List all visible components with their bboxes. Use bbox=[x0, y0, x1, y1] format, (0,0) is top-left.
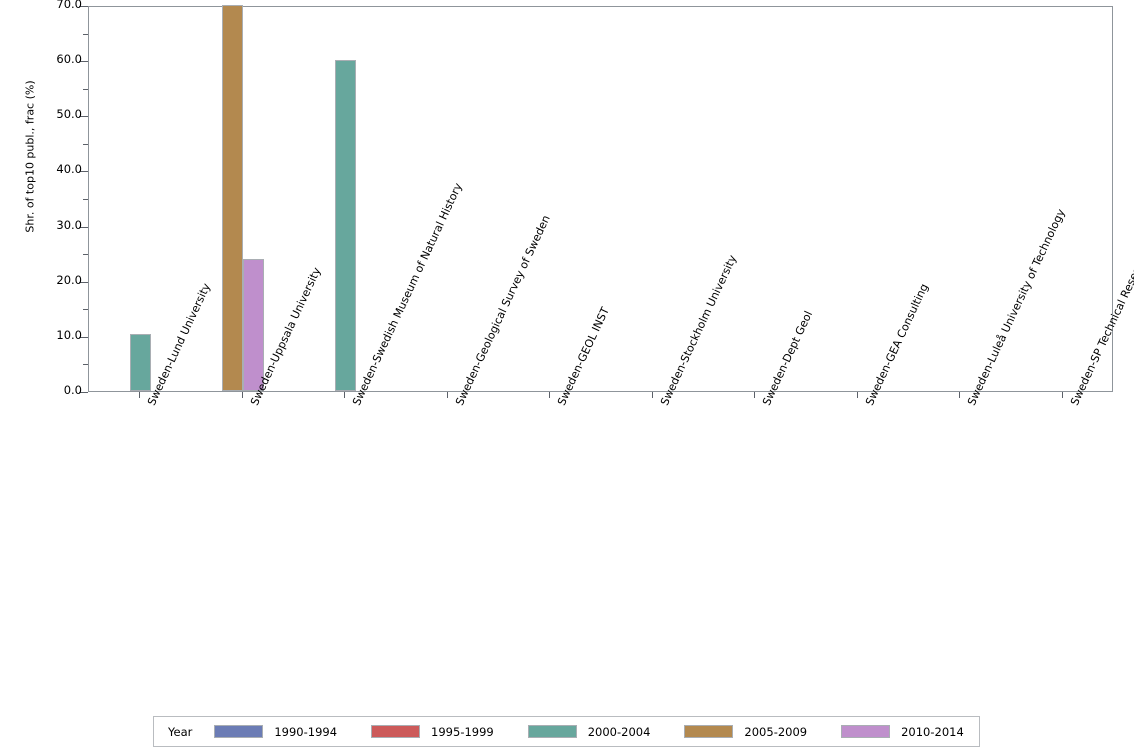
legend-label: 1990-1994 bbox=[274, 724, 338, 739]
legend[interactable]: Year 1990-1994 1995-1999 2000-2004 2005-200… bbox=[153, 716, 980, 747]
y-minor-tick-mark bbox=[83, 364, 88, 366]
bar[interactable] bbox=[129, 334, 151, 391]
legend-label: 2010-2014 bbox=[901, 724, 964, 739]
y-tick-mark bbox=[79, 226, 88, 228]
legend-color-swatch bbox=[527, 725, 577, 738]
x-tick-mark bbox=[754, 392, 756, 398]
x-tick-mark bbox=[549, 392, 551, 398]
legend-color-swatch bbox=[214, 725, 264, 738]
plot-area bbox=[88, 5, 1113, 392]
y-tick-mark bbox=[79, 116, 88, 118]
y-tick-label: 0.0 bbox=[63, 383, 82, 397]
legend-entry[interactable]: 2000-2004 bbox=[527, 724, 651, 739]
y-tick-mark bbox=[79, 61, 88, 63]
y-tick-label: 60.0 bbox=[56, 52, 82, 67]
y-minor-tick-mark bbox=[83, 254, 88, 256]
bar[interactable] bbox=[242, 258, 264, 391]
y-tick-mark bbox=[79, 281, 88, 283]
y-axis-title: Shr. of top10 publ., frac (%) bbox=[23, 80, 37, 233]
y-tick-label: 10.0 bbox=[56, 327, 82, 342]
y-minor-tick-mark bbox=[83, 33, 88, 35]
y-minor-tick-mark bbox=[83, 199, 88, 200]
y-tick-label: 20.0 bbox=[56, 272, 82, 287]
bar[interactable] bbox=[221, 5, 243, 391]
bar[interactable] bbox=[334, 60, 356, 391]
legend-color-swatch bbox=[841, 725, 891, 738]
y-tick-mark bbox=[79, 6, 88, 7]
y-tick-label: 30.0 bbox=[56, 217, 82, 232]
x-tick-mark bbox=[856, 392, 858, 398]
legend-entry[interactable]: 2005-2009 bbox=[684, 725, 807, 739]
y-tick-mark bbox=[79, 392, 88, 393]
legend-color-swatch bbox=[371, 725, 421, 738]
y-minor-tick-mark bbox=[83, 143, 88, 145]
x-tick-mark bbox=[651, 392, 653, 398]
y-tick-label: 40.0 bbox=[56, 162, 82, 177]
x-tick-mark bbox=[446, 392, 448, 398]
y-tick-label: 50.0 bbox=[56, 107, 82, 122]
legend-color-swatch bbox=[684, 725, 734, 738]
y-minor-tick-mark bbox=[83, 88, 88, 90]
x-tick-mark bbox=[344, 392, 346, 398]
legend-entries: 1990-1994 1995-1999 2000-2004 2005-2009 2010… bbox=[214, 725, 997, 739]
y-tick-label: 70.0 bbox=[56, 0, 82, 11]
y-minor-tick-mark bbox=[83, 309, 88, 311]
x-tick-mark bbox=[241, 392, 243, 398]
legend-title: Year bbox=[168, 724, 193, 739]
legend-label: 2000-2004 bbox=[587, 724, 651, 739]
y-tick-mark bbox=[79, 171, 88, 173]
x-tick-mark bbox=[1061, 392, 1063, 398]
y-tick-mark bbox=[79, 336, 88, 338]
legend-label: 1995-1999 bbox=[431, 724, 494, 739]
x-tick-mark bbox=[139, 392, 141, 398]
legend-entry[interactable]: 1990-1994 bbox=[214, 725, 337, 739]
x-tick-mark bbox=[959, 392, 961, 398]
legend-label: 2005-2009 bbox=[744, 724, 808, 739]
legend-entry[interactable]: 1995-1999 bbox=[371, 725, 494, 739]
legend-entry[interactable]: 2010-2014 bbox=[841, 725, 964, 739]
